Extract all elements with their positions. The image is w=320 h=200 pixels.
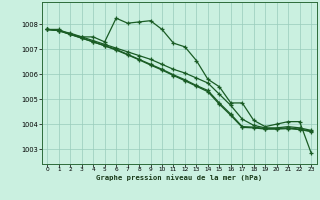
X-axis label: Graphe pression niveau de la mer (hPa): Graphe pression niveau de la mer (hPa) xyxy=(96,175,262,181)
